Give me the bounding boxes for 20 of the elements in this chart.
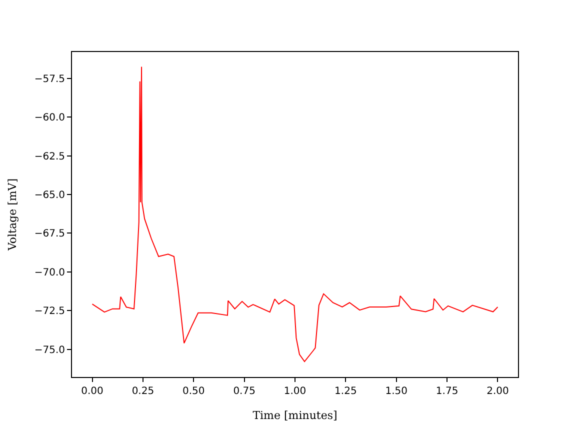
y-tick-label: −65.0 (34, 190, 65, 202)
x-tick-label: 0.75 (233, 386, 256, 397)
x-axis-title: Time [minutes] (252, 409, 338, 422)
y-tick-label: −57.5 (34, 74, 65, 85)
x-tick-label: 1.75 (436, 386, 458, 397)
x-tick-label: 0.00 (81, 386, 104, 397)
y-tick-label: −60.0 (34, 112, 65, 124)
y-axis-title: Voltage [mV] (6, 178, 19, 252)
x-tick-label: 0.50 (182, 386, 205, 397)
y-tick-label: −75.0 (34, 344, 65, 356)
y-tick-label: −72.5 (34, 306, 65, 318)
line-series (92, 66, 498, 362)
x-tick-label: 0.25 (132, 386, 154, 397)
x-tick-label: 1.50 (385, 386, 408, 397)
y-tick-label: −67.5 (34, 228, 65, 240)
y-tick-label: −62.5 (34, 151, 65, 162)
x-tick-label: 2.00 (486, 386, 509, 397)
x-tick-label: 1.25 (334, 386, 357, 397)
x-tick-label: 1.00 (284, 386, 306, 397)
y-tick-label: −70.0 (34, 267, 65, 278)
